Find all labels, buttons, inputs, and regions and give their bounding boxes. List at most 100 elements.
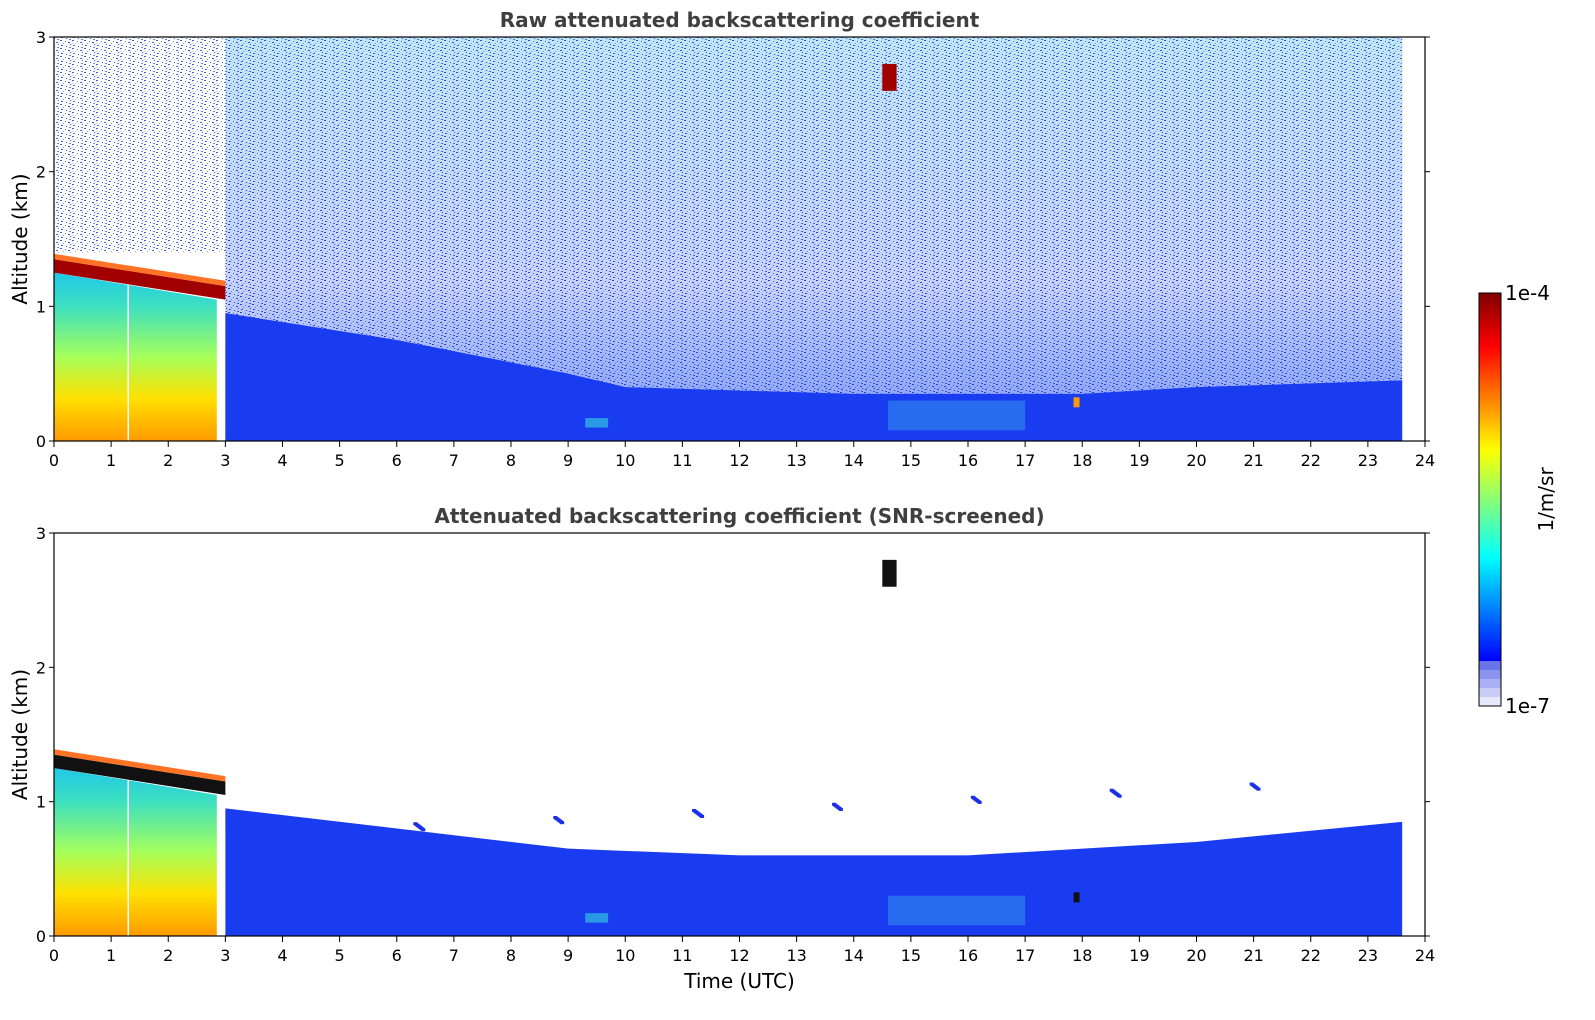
y-axis: 0 1 2 3 bbox=[36, 28, 1430, 451]
x-tick-label: 14 bbox=[844, 946, 864, 965]
x-tick-label: 10 bbox=[615, 946, 635, 965]
x-axis: 0 1 2 3 4 5 6 7 8 9 10 11 12 13 14 15 16 17 18 19 20 21 22 23 24 bbox=[49, 441, 1435, 470]
x-tick-label: 6 bbox=[392, 451, 402, 470]
x-tick-label: 20 bbox=[1186, 451, 1206, 470]
x-tick-label: 0 bbox=[49, 946, 59, 965]
x-tick-label: 21 bbox=[1243, 451, 1263, 470]
x-tick-label: 20 bbox=[1186, 946, 1206, 965]
chart-title: Raw attenuated backscattering coefficien… bbox=[500, 8, 980, 32]
backscatter-heatmap-raw bbox=[54, 37, 1425, 441]
high-cloud bbox=[882, 63, 897, 91]
y-tick-label: 1 bbox=[36, 793, 46, 812]
x-tick-label: 5 bbox=[335, 946, 345, 965]
boundary-layer bbox=[225, 313, 1403, 441]
colorbar-step bbox=[1479, 661, 1501, 670]
colorbar-step bbox=[1479, 670, 1501, 679]
x-tick-label: 16 bbox=[958, 451, 978, 470]
screened-speckle bbox=[692, 808, 697, 812]
aerosol-streak bbox=[585, 418, 609, 428]
colorbar-gradient bbox=[1479, 293, 1501, 706]
colorbar-step bbox=[1479, 679, 1501, 688]
cloud-layer-edge bbox=[54, 253, 226, 287]
x-tick-label: 7 bbox=[449, 946, 459, 965]
screened-speckle bbox=[553, 816, 558, 820]
x-tick-label: 18 bbox=[1072, 946, 1092, 965]
x-tick-label: 16 bbox=[958, 946, 978, 965]
x-axis: 0 1 2 3 4 5 6 7 8 9 10 11 12 13 14 15 16 17 18 19 20 21 22 23 24 bbox=[49, 936, 1435, 965]
y-tick-label: 2 bbox=[36, 658, 46, 677]
x-tick-label: 22 bbox=[1301, 946, 1321, 965]
colorbar-unit-label: 1/m/sr bbox=[1534, 467, 1558, 532]
boundary-layer bbox=[225, 808, 1403, 936]
x-tick-label: 23 bbox=[1358, 451, 1378, 470]
x-tick-label: 24 bbox=[1415, 451, 1435, 470]
x-tick-label: 8 bbox=[506, 946, 516, 965]
x-tick-label: 17 bbox=[1015, 451, 1035, 470]
x-tick-label: 14 bbox=[844, 451, 864, 470]
y-tick-label: 2 bbox=[36, 163, 46, 182]
x-tick-label: 4 bbox=[277, 946, 287, 965]
x-tick-label: 8 bbox=[506, 451, 516, 470]
colorbar-min-label: 1e-7 bbox=[1505, 694, 1550, 718]
aerosol-streak bbox=[585, 913, 609, 923]
x-tick-label: 2 bbox=[163, 946, 173, 965]
x-tick-label: 10 bbox=[615, 451, 635, 470]
y-axis-label: Altitude (km) bbox=[8, 669, 32, 800]
x-tick-label: 3 bbox=[220, 946, 230, 965]
y-tick-label: 3 bbox=[36, 28, 46, 47]
x-tick-label: 13 bbox=[786, 946, 806, 965]
x-tick-label: 22 bbox=[1301, 451, 1321, 470]
cloud-layer bbox=[54, 754, 226, 795]
cloud-layer-edge bbox=[54, 749, 226, 782]
x-tick-label: 13 bbox=[786, 451, 806, 470]
x-tick-label: 15 bbox=[901, 946, 921, 965]
colorbar-max-label: 1e-4 bbox=[1505, 281, 1550, 305]
x-tick-label: 5 bbox=[335, 451, 345, 470]
colorbar-low-steps bbox=[1479, 661, 1501, 706]
high-cloud bbox=[882, 559, 897, 587]
y-tick-label: 0 bbox=[36, 432, 46, 451]
y-tick-label: 1 bbox=[36, 297, 46, 316]
aerosol-streak bbox=[888, 895, 1026, 926]
colorbar-step bbox=[1479, 697, 1501, 706]
x-tick-label: 24 bbox=[1415, 946, 1435, 965]
screened-speckle bbox=[1109, 788, 1114, 792]
colorbar: 1e-4 1e-7 1/m/sr bbox=[1478, 281, 1558, 718]
y-tick-label: 0 bbox=[36, 927, 46, 946]
x-tick-label: 9 bbox=[563, 451, 573, 470]
y-axis: 0 1 2 3 bbox=[36, 524, 1430, 946]
x-tick-label: 23 bbox=[1358, 946, 1378, 965]
x-tick-label: 7 bbox=[449, 451, 459, 470]
x-tick-label: 0 bbox=[49, 451, 59, 470]
x-tick-label: 15 bbox=[901, 451, 921, 470]
sub-cloud-rain-region bbox=[54, 768, 217, 936]
panel-screened: 0 1 2 3 4 5 6 7 8 9 10 11 12 13 14 15 16 17 18 19 20 21 22 23 24… bbox=[8, 504, 1435, 993]
sub-cloud-rain-region bbox=[54, 272, 217, 441]
x-tick-label: 6 bbox=[392, 946, 402, 965]
x-tick-label: 9 bbox=[563, 946, 573, 965]
screened-speckle bbox=[1249, 782, 1254, 786]
x-tick-label: 2 bbox=[163, 451, 173, 470]
y-axis-label: Altitude (km) bbox=[8, 173, 32, 304]
x-tick-label: 17 bbox=[1015, 946, 1035, 965]
x-tick-label: 3 bbox=[220, 451, 230, 470]
x-tick-label: 1 bbox=[106, 946, 116, 965]
backscatter-heatmap-screened bbox=[54, 533, 1425, 936]
screened-speckle bbox=[832, 802, 837, 806]
colorbar-frame bbox=[1478, 292, 1502, 707]
screened-speckle bbox=[413, 822, 418, 826]
x-tick-label: 11 bbox=[672, 946, 692, 965]
panel-raw: 0 1 2 3 4 5 6 7 8 9 10 11 12 13 14 15 16 17 18 19 20 21 22 23 24… bbox=[8, 8, 1435, 470]
x-tick-label: 18 bbox=[1072, 451, 1092, 470]
x-tick-label: 1 bbox=[106, 451, 116, 470]
x-tick-label: 11 bbox=[672, 451, 692, 470]
x-tick-label: 19 bbox=[1129, 451, 1149, 470]
x-tick-label: 12 bbox=[729, 946, 749, 965]
x-axis-label: Time (UTC) bbox=[683, 969, 795, 993]
small-cloud-feature bbox=[1073, 892, 1080, 903]
x-tick-label: 4 bbox=[277, 451, 287, 470]
x-tick-label: 12 bbox=[729, 451, 749, 470]
chart-title: Attenuated backscattering coefficient (S… bbox=[434, 504, 1044, 528]
screened-speckle bbox=[970, 795, 975, 799]
